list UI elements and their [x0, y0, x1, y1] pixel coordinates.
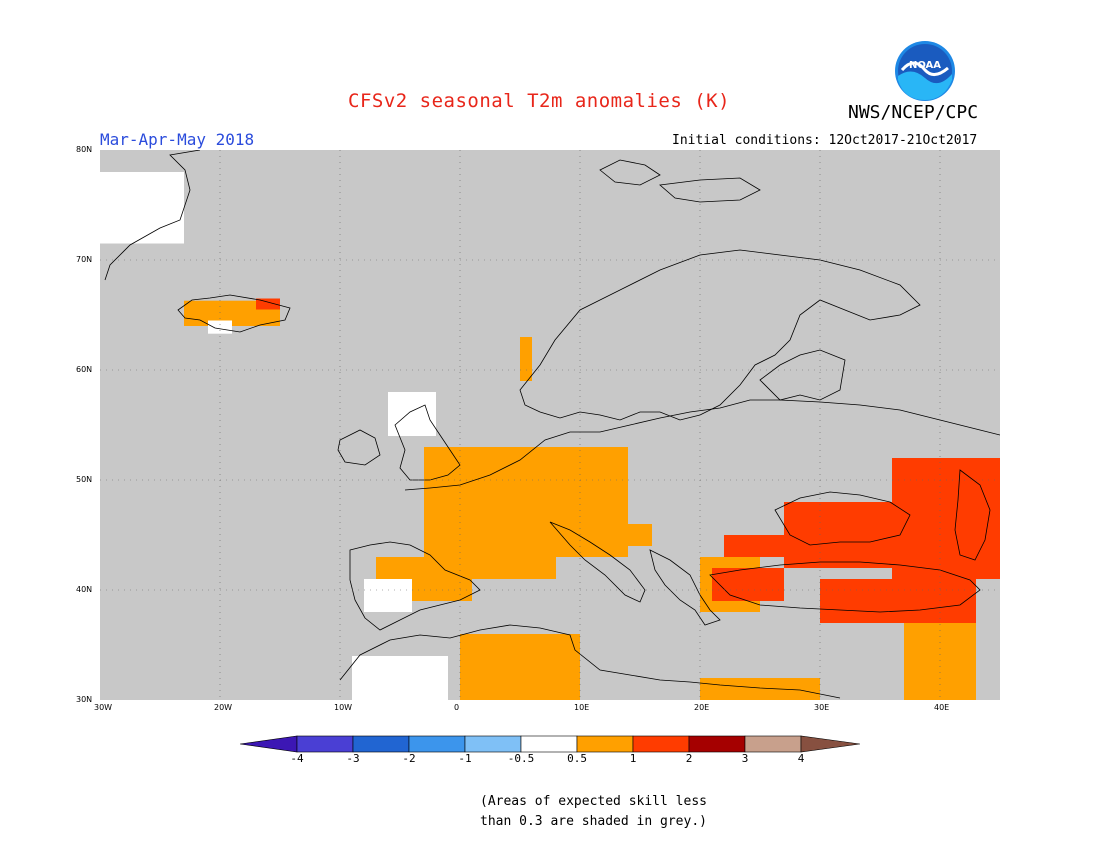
lat-tick-label: 30N	[76, 695, 93, 704]
lat-tick-label: 60N	[76, 365, 93, 374]
lon-tick-label: 30W	[94, 703, 113, 712]
lon-tick-label: 20E	[694, 703, 710, 712]
colorbar-tick-label: -2	[402, 752, 416, 765]
anomaly-cell	[100, 172, 184, 244]
lon-tick-label: 30E	[814, 703, 830, 712]
footnote-line2: than 0.3 are shaded in grey.)	[480, 814, 707, 829]
colorbar-tick-label: -4	[290, 752, 304, 765]
skill-footnote: (Areas of expected skill less than 0.3 a…	[480, 792, 707, 832]
colorbar-tick-label: -3	[346, 752, 360, 765]
colorbar-cell	[464, 735, 522, 753]
anomaly-cell	[460, 557, 556, 579]
colorbar-tick-label: 0.5	[567, 752, 587, 765]
lat-tick-label: 50N	[76, 475, 93, 484]
lon-tick-label: 10E	[574, 703, 590, 712]
colorbar-tick-label: 2	[685, 752, 693, 765]
gridlines	[100, 150, 1000, 700]
anomaly-cell	[208, 320, 232, 334]
colorbar-cell	[744, 735, 802, 753]
colorbar-cell	[520, 735, 578, 753]
colorbar-tick-label: 4	[797, 752, 805, 765]
initial-conditions-label: Initial conditions: 12Oct2017-21Oct2017	[672, 133, 978, 148]
anomaly-cell	[256, 298, 280, 310]
anomaly-cell	[700, 678, 820, 700]
season-label: Mar-Apr-May 2018	[100, 130, 255, 149]
colorbar	[240, 735, 860, 753]
logo-text: NOAA	[909, 60, 941, 71]
anomaly-cell	[724, 535, 784, 557]
colorbar-cell	[800, 735, 860, 753]
colorbar-tick-label: -0.5	[507, 752, 535, 765]
anomaly-cell	[892, 458, 1000, 579]
lat-tick-label: 80N	[76, 145, 93, 154]
lon-tick-label: 0	[454, 703, 460, 712]
anomaly-map	[100, 150, 1000, 700]
chart-title: CFSv2 seasonal T2m anomalies (K)	[348, 90, 731, 112]
agency-label: NWS/NCEP/CPC	[848, 102, 979, 123]
anomaly-cell	[904, 623, 976, 700]
anomaly-cell	[820, 579, 976, 623]
colorbar-cell	[632, 735, 690, 753]
anomaly-cell	[460, 634, 580, 700]
colorbar-cell	[296, 735, 354, 753]
anomaly-cell	[784, 502, 892, 568]
lon-tick-label: 40E	[934, 703, 950, 712]
anomaly-cells	[100, 172, 1000, 700]
lat-tick-label: 70N	[76, 255, 93, 264]
anomaly-cell	[628, 524, 652, 546]
lat-tick-label: 40N	[76, 585, 93, 594]
lon-tick-label: 10W	[334, 703, 353, 712]
anomaly-cell	[364, 579, 412, 612]
colorbar-cell	[576, 735, 634, 753]
anomaly-cell	[352, 656, 448, 700]
anomaly-cell	[520, 337, 532, 381]
colorbar-cell	[240, 735, 298, 753]
colorbar-tick-label: -1	[458, 752, 472, 765]
noaa-logo: NOAA	[895, 41, 955, 101]
anomaly-cell	[424, 447, 628, 557]
anomaly-cell	[388, 392, 436, 436]
colorbar-cell	[408, 735, 466, 753]
colorbar-tick-label: 1	[629, 752, 637, 765]
colorbar-tick-label: 3	[741, 752, 749, 765]
footnote-line1: (Areas of expected skill less	[480, 794, 707, 809]
anomaly-cell	[712, 568, 784, 601]
colorbar-cell	[688, 735, 746, 753]
colorbar-cell	[352, 735, 410, 753]
lon-tick-label: 20W	[214, 703, 233, 712]
coastlines	[104, 150, 1000, 699]
